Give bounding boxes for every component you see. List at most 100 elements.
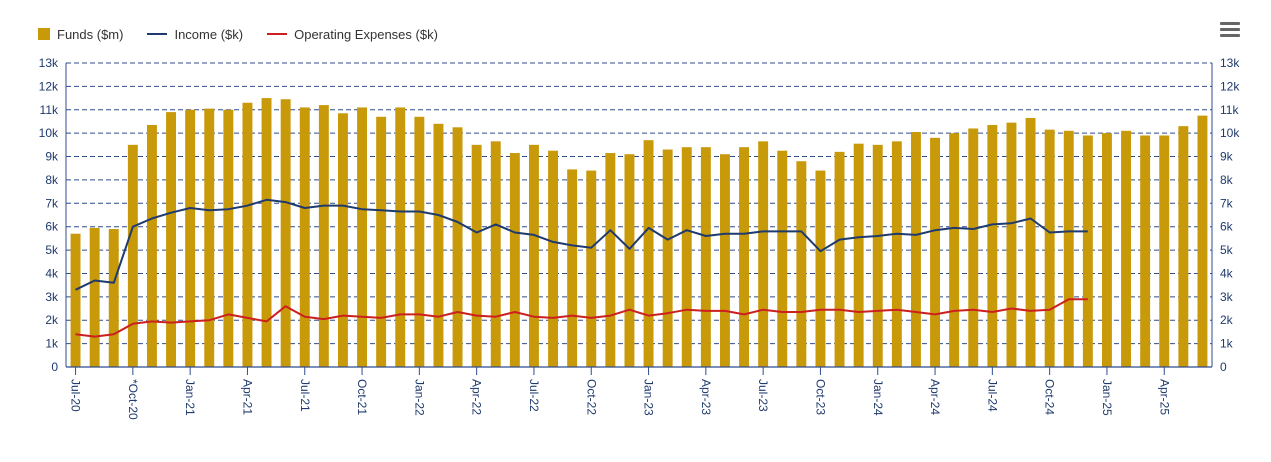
funds-bar[interactable]: [261, 98, 272, 368]
funds-bar[interactable]: [299, 107, 310, 367]
funds-bar[interactable]: [223, 109, 234, 368]
funds-bar[interactable]: [930, 137, 941, 367]
y-tick-label-right: 2k: [1220, 313, 1234, 327]
funds-bar[interactable]: [471, 144, 482, 367]
funds-bar[interactable]: [433, 123, 444, 367]
x-tick-label: Jan-25: [1100, 379, 1114, 416]
y-tick-label-right: 11k: [1220, 103, 1239, 117]
funds-bar[interactable]: [987, 124, 998, 367]
funds-bars: [70, 98, 1208, 368]
funds-bar[interactable]: [395, 107, 406, 367]
funds-bar[interactable]: [910, 131, 921, 367]
funds-bar[interactable]: [891, 141, 902, 367]
y-tick-label-right: 9k: [1220, 150, 1234, 164]
funds-bar[interactable]: [1140, 135, 1151, 367]
funds-bar[interactable]: [376, 116, 387, 368]
funds-bar[interactable]: [681, 147, 692, 367]
funds-bar[interactable]: [146, 124, 157, 367]
y-tick-label-right: 3k: [1220, 290, 1234, 304]
funds-bar[interactable]: [586, 170, 597, 367]
funds-bar[interactable]: [242, 102, 253, 367]
x-tick-label: Oct-21: [355, 379, 369, 415]
legend-item-income[interactable]: Income ($k): [147, 27, 243, 42]
funds-bar[interactable]: [127, 144, 138, 367]
y-tick-label-left: 11k: [40, 103, 59, 117]
funds-bar[interactable]: [1101, 133, 1112, 367]
gridlines: [66, 62, 1212, 345]
funds-bar[interactable]: [834, 151, 845, 367]
funds-bar[interactable]: [318, 105, 329, 367]
funds-bar[interactable]: [624, 154, 635, 367]
y-tick-label-left: 1k: [45, 337, 59, 351]
funds-bar[interactable]: [872, 144, 883, 367]
x-tick-label: Jan-24: [871, 379, 885, 416]
funds-bar[interactable]: [548, 150, 559, 367]
funds-bar[interactable]: [949, 133, 960, 367]
funds-bar[interactable]: [337, 113, 348, 368]
x-tick-label: Apr-25: [1157, 379, 1171, 415]
funds-bar[interactable]: [968, 128, 979, 367]
y-tick-label-right: 0: [1220, 360, 1227, 374]
x-tick-label: Jan-22: [412, 379, 426, 416]
funds-bar[interactable]: [1006, 122, 1017, 367]
funds-bar[interactable]: [89, 227, 100, 367]
x-tick-label: Oct-22: [584, 379, 598, 415]
income-line[interactable]: [75, 198, 1088, 291]
funds-bar[interactable]: [108, 229, 119, 367]
funds-bar[interactable]: [815, 170, 826, 367]
x-tick-label: Jul-24: [985, 379, 999, 412]
funds-bar[interactable]: [280, 99, 291, 367]
funds-bar[interactable]: [1082, 135, 1093, 367]
funds-bar[interactable]: [490, 141, 501, 367]
funds-bar[interactable]: [70, 233, 81, 367]
funds-bar[interactable]: [414, 116, 425, 368]
funds-bar[interactable]: [758, 141, 769, 367]
x-tick-label: Jul-23: [756, 379, 770, 412]
funds-bar[interactable]: [452, 127, 463, 367]
legend: Funds ($m) Income ($k) Operating Expense…: [38, 24, 462, 44]
funds-bar[interactable]: [1063, 130, 1074, 367]
funds-bar[interactable]: [662, 149, 673, 367]
expenses-line[interactable]: [75, 298, 1088, 338]
funds-bar[interactable]: [1178, 126, 1189, 367]
legend-label-expenses: Operating Expenses ($k): [294, 26, 438, 42]
legend-label-income: Income ($k): [174, 26, 244, 42]
funds-bar[interactable]: [357, 107, 368, 367]
y-tick-label-right: 8k: [1220, 173, 1234, 187]
funds-bar[interactable]: [700, 147, 711, 367]
funds-bar[interactable]: [1025, 117, 1036, 367]
y-tick-label-right: 6k: [1220, 220, 1234, 234]
y-tick-label-left: 6k: [45, 220, 59, 234]
funds-bar[interactable]: [643, 140, 654, 367]
funds-bar[interactable]: [719, 154, 730, 367]
x-tick-label: Jan-21: [183, 379, 197, 416]
funds-bar[interactable]: [853, 143, 864, 367]
y-tick-label-left: 10k: [39, 126, 59, 140]
hamburger-menu-icon[interactable]: [1220, 22, 1240, 38]
funds-bar[interactable]: [1197, 115, 1208, 367]
x-tick-label: Apr-21: [240, 379, 254, 415]
funds-bar[interactable]: [185, 109, 196, 368]
funds-bar[interactable]: [739, 147, 750, 367]
funds-bar[interactable]: [204, 108, 215, 367]
funds-bar[interactable]: [166, 112, 177, 367]
x-tick-label: *Oct-20: [126, 379, 140, 420]
y-tick-label-right: 4k: [1220, 266, 1234, 280]
y-tick-label-left: 12k: [39, 79, 59, 93]
funds-bar[interactable]: [605, 153, 616, 367]
funds-bar[interactable]: [528, 144, 539, 367]
legend-item-expenses[interactable]: Operating Expenses ($k): [267, 27, 438, 42]
y-tick-label-left: 13k: [39, 56, 59, 70]
funds-bar[interactable]: [796, 161, 807, 367]
x-tick-label: Jul-21: [298, 379, 312, 412]
funds-bar[interactable]: [1044, 129, 1055, 367]
funds-bar[interactable]: [509, 153, 520, 367]
legend-item-funds[interactable]: Funds ($m): [38, 27, 123, 42]
funds-bar[interactable]: [1121, 130, 1132, 367]
funds-bar[interactable]: [1159, 135, 1170, 367]
funds-bar[interactable]: [777, 150, 788, 367]
x-tick-label: Apr-24: [928, 379, 942, 415]
funds-bar[interactable]: [567, 169, 578, 367]
x-tick-label: Jan-23: [642, 379, 656, 416]
